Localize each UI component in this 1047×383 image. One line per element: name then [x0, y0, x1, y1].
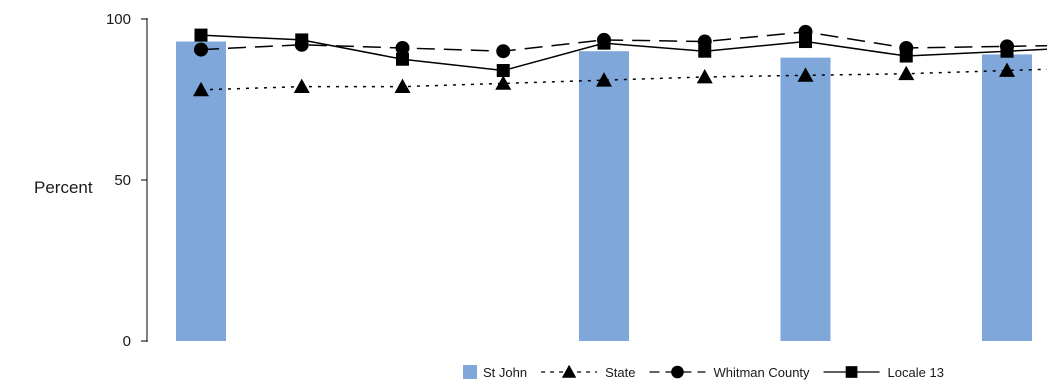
bar-st-john — [579, 51, 629, 341]
legend-label-state: State — [605, 365, 635, 380]
marker-locale-13 — [698, 44, 712, 58]
legend-label-locale-13: Locale 13 — [888, 365, 944, 380]
marker-state — [797, 67, 814, 82]
marker-whitman-county — [496, 44, 511, 59]
lines-layer — [200, 31, 1047, 91]
bar-st-john — [780, 57, 831, 341]
y-tick-label: 100 — [106, 11, 131, 28]
marker-locale-13 — [899, 49, 913, 63]
marker-locale-13 — [597, 36, 611, 50]
y-axis: 0 50 100 — [106, 11, 148, 350]
legend-marker-whitman-county — [671, 365, 684, 379]
legend-label-whitman-county: Whitman County — [713, 365, 810, 380]
marker-state — [696, 68, 713, 84]
marker-state — [394, 78, 411, 94]
legend-marker-state — [561, 364, 577, 378]
marker-whitman-county — [194, 42, 208, 57]
y-axis-label: Percent — [34, 178, 93, 197]
legend-swatch-st-john — [463, 365, 477, 379]
marker-locale-13 — [396, 52, 409, 66]
legend: St John State Whitman County Locale 13 — [463, 364, 944, 380]
marker-state — [898, 65, 915, 81]
marker-state — [596, 72, 612, 87]
line-whitman-county — [200, 31, 1047, 52]
line-locale-13 — [200, 34, 1047, 72]
marker-locale-13 — [1000, 44, 1014, 58]
marker-locale-13 — [194, 28, 208, 42]
legend-label-st-john: St John — [483, 365, 527, 380]
marker-locale-13 — [295, 33, 309, 47]
marker-state — [495, 75, 512, 90]
legend-marker-locale-13 — [845, 366, 858, 378]
marker-state — [193, 81, 209, 97]
y-ticks: 0 50 100 — [106, 11, 147, 350]
marker-whitman-county — [395, 40, 410, 55]
markers-layer — [193, 24, 1015, 97]
marker-locale-13 — [496, 64, 510, 78]
marker-locale-13 — [799, 35, 812, 49]
marker-state — [293, 78, 310, 94]
bar-st-john — [982, 54, 1032, 342]
y-tick-label: 0 — [123, 333, 131, 350]
y-tick-label: 50 — [114, 172, 131, 189]
marker-state — [999, 62, 1015, 77]
